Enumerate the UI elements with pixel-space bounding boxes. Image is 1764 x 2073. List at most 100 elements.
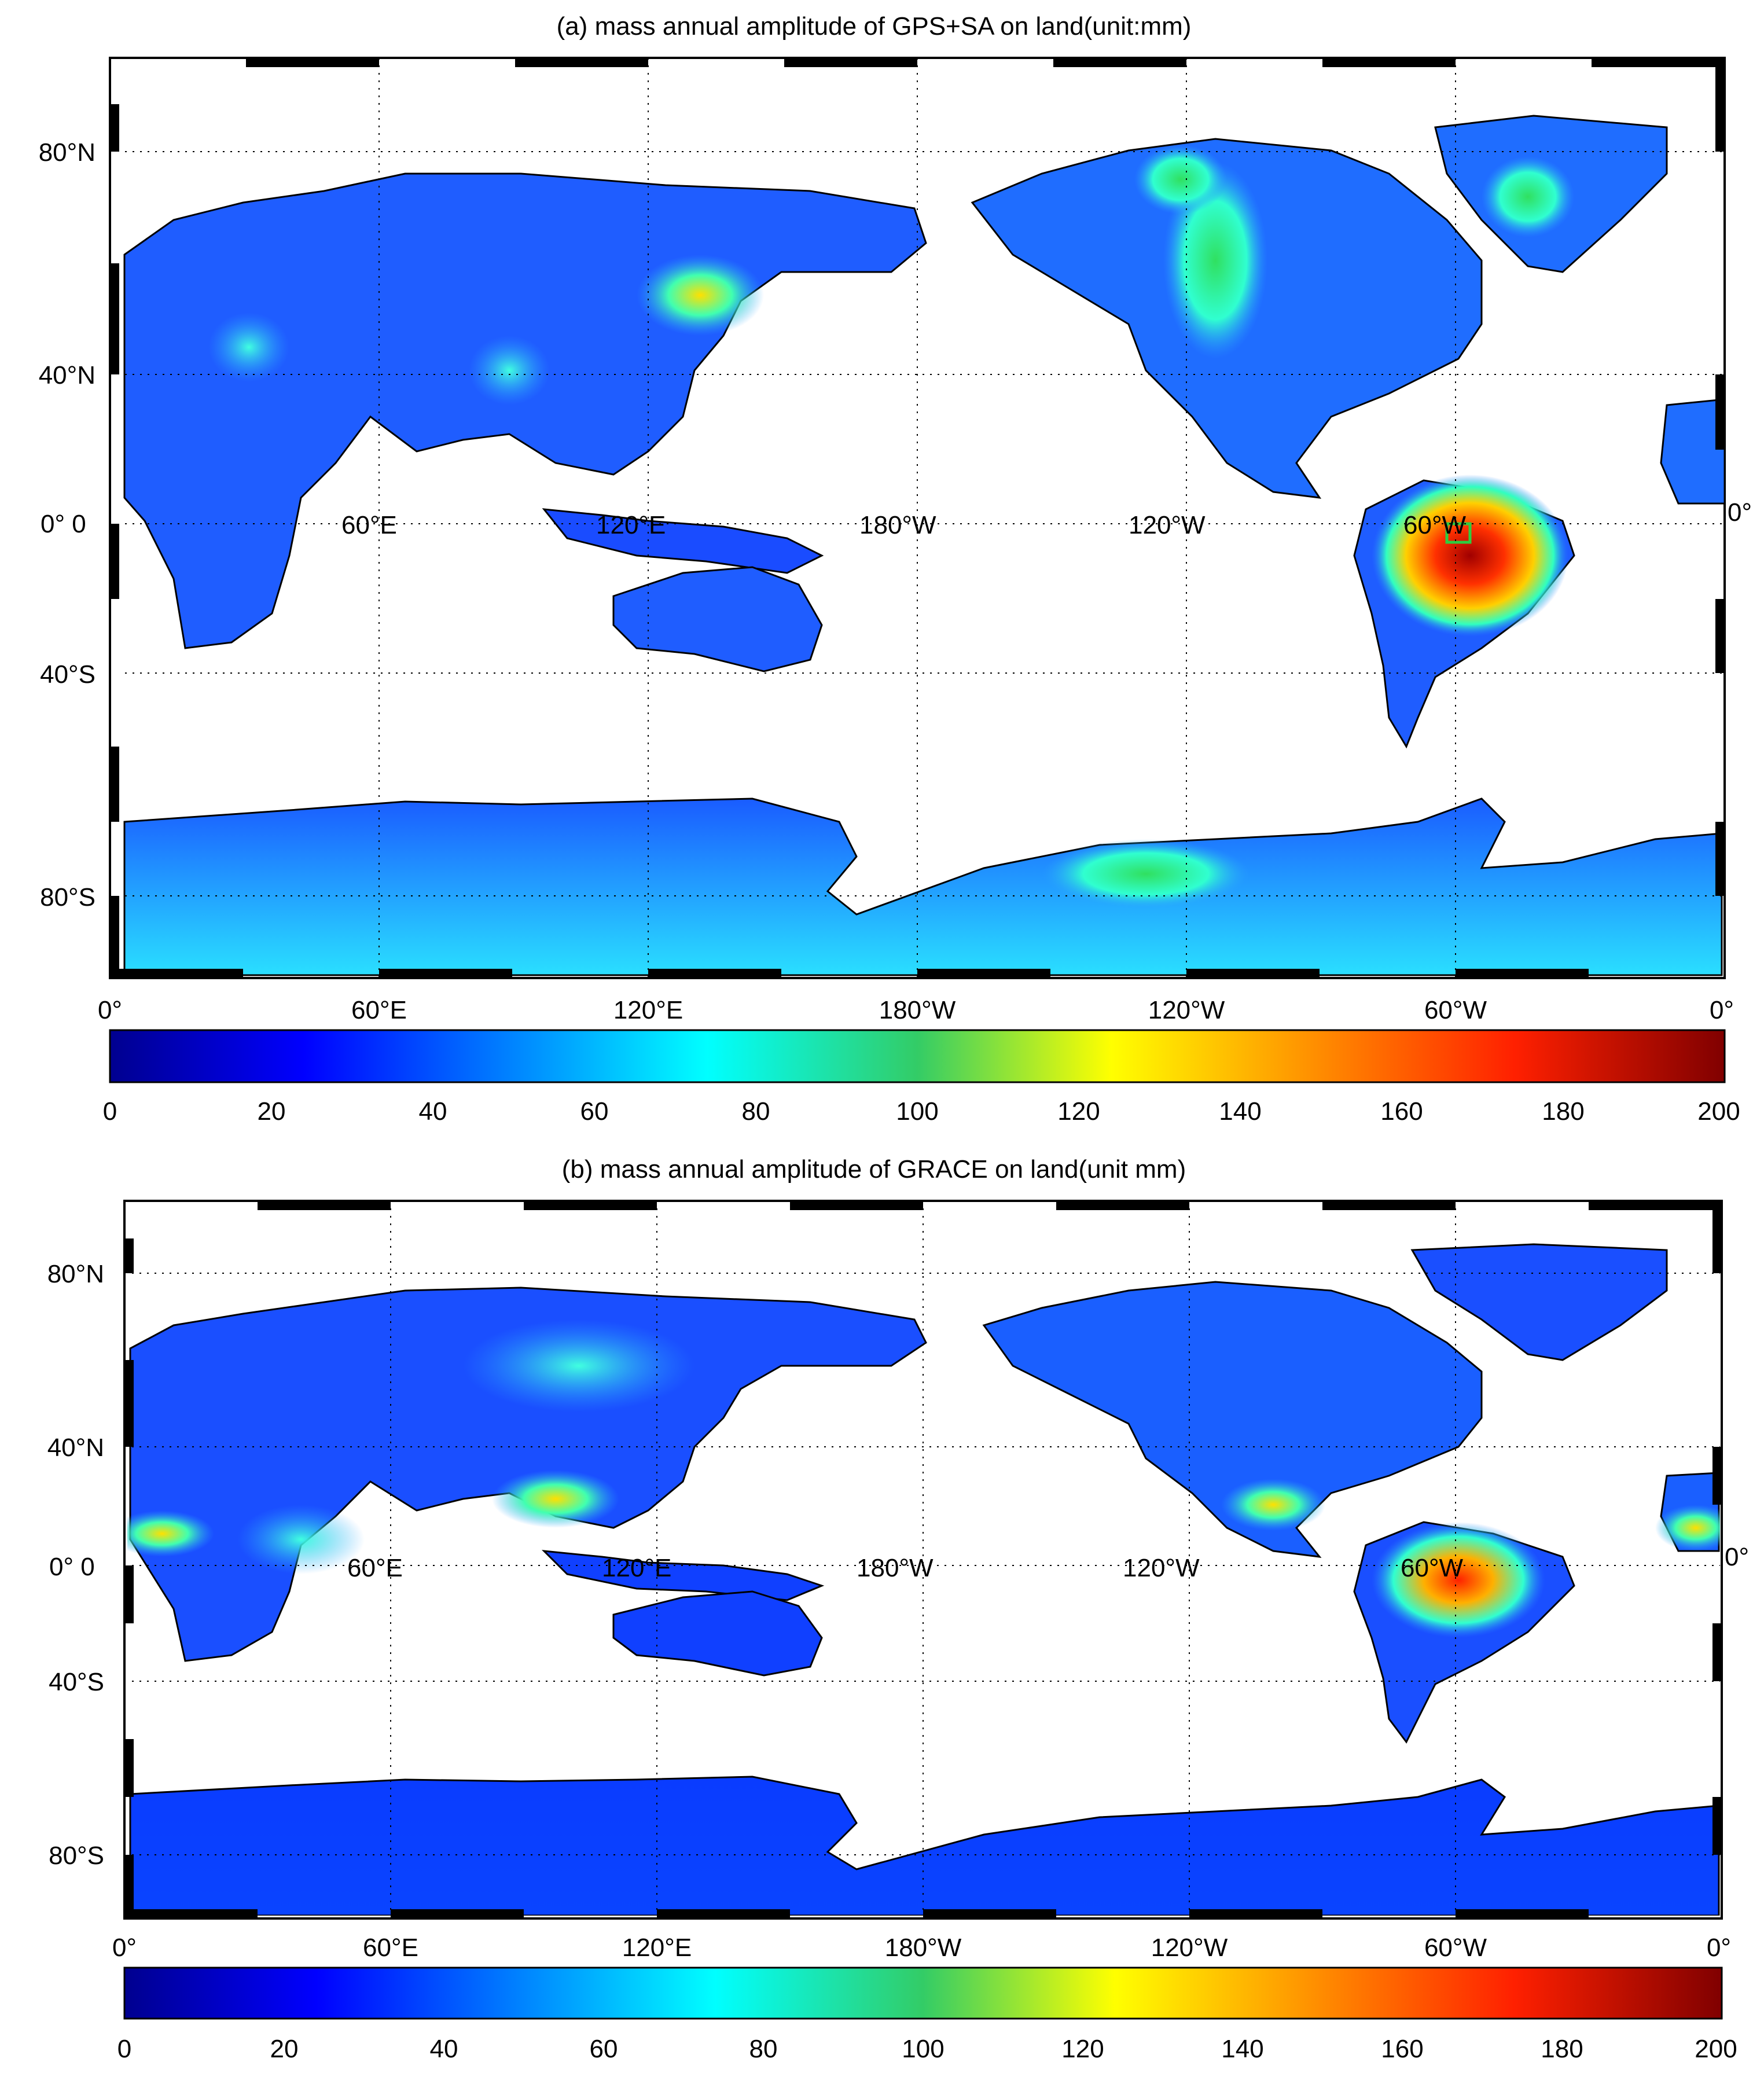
- cbar-b-tick: 200: [1695, 2035, 1737, 2063]
- inner-label-a-5: 60°W: [1403, 511, 1467, 539]
- inner-label-b-2: 120°E: [602, 1554, 671, 1582]
- inner-label-b-1: 60°E: [347, 1554, 403, 1582]
- amazon-hotspot: [1372, 475, 1568, 637]
- panel-b-title: (b) mass annual amplitude of GRACE on la…: [562, 1155, 1186, 1183]
- panel-a-frame-stripes: [110, 58, 1725, 978]
- central-asia-spot: [469, 336, 550, 405]
- xtick-b-4: 120°W: [1151, 1934, 1228, 1962]
- inner-label-b-3: 180°W: [857, 1554, 934, 1582]
- panel-b-colorbar: [123, 1967, 1723, 2020]
- cbar-a-tick: 120: [1057, 1097, 1100, 1126]
- cbar-a-tick: 160: [1380, 1097, 1423, 1126]
- panel-b-y-labels: 80°N 40°N 40°S 80°S: [47, 1260, 104, 1870]
- ytick-a-80n: 80°N: [39, 138, 95, 167]
- central-america-hotspot: [1221, 1479, 1325, 1531]
- inner-label-a-2: 120°E: [596, 511, 666, 539]
- ytick-b-40s: 40°S: [49, 1668, 104, 1696]
- india-hotspot: [492, 1470, 619, 1528]
- inner-label-a-4: 120°W: [1129, 511, 1206, 539]
- xtick-a-6: 0°: [1710, 996, 1734, 1024]
- inner-label-b-5: 60°W: [1401, 1554, 1464, 1582]
- ytick-b-40n: 40°N: [47, 1434, 104, 1462]
- xtick-b-5: 60°W: [1424, 1934, 1487, 1962]
- ytick-b-80s: 80°S: [49, 1842, 104, 1870]
- panel-a-colorbar: [109, 1029, 1726, 1083]
- cbar-b-tick: 20: [270, 2035, 299, 2063]
- se-asia-islands: [541, 1550, 825, 1601]
- xtick-a-3: 180°W: [879, 996, 956, 1024]
- antarctica-landmass: [129, 1776, 1720, 1916]
- cbar-a-tick: 100: [896, 1097, 938, 1126]
- cbar-b-tick: 80: [749, 2035, 778, 2063]
- panel-a-y-labels: 80°N 40°N 40°S 80°S: [39, 138, 95, 911]
- ytick-b-80n: 80°N: [47, 1260, 104, 1288]
- cbar-a-tick: 200: [1697, 1097, 1740, 1126]
- ytick-a-40n: 40°N: [39, 361, 95, 389]
- xtick-a-5: 60°W: [1424, 996, 1487, 1024]
- inner-label-b-6: 0°: [1725, 1543, 1749, 1571]
- panel-a-highlight-box: [1445, 522, 1472, 544]
- cbar-a-tick: 20: [258, 1097, 286, 1126]
- west-africa-edge-hotspot: [1655, 1505, 1720, 1551]
- xtick-b-1: 60°E: [363, 1934, 418, 1962]
- xtick-a-0: 0°: [98, 996, 122, 1024]
- antarctic-peninsula-spot: [1042, 839, 1250, 909]
- canada-hotspot: [1134, 145, 1227, 214]
- europe-spot: [208, 313, 289, 382]
- panel-b-colorbar-ticks: 0 20 40 60 80 100 120 140 160 180 200: [117, 2035, 1737, 2063]
- inner-label-b-0: 0° 0: [49, 1553, 95, 1581]
- cbar-b-tick: 60: [590, 2035, 618, 2063]
- greenland-landmass: [1410, 1243, 1668, 1361]
- cbar-b-tick: 180: [1541, 2035, 1583, 2063]
- panel-a-inner-labels: 0° 0 60°E 120°E 180°W 120°W 60°W 0°: [41, 498, 1752, 539]
- panel-a-land: [122, 58, 1725, 978]
- panel-b-land: [127, 1203, 1720, 1916]
- cbar-b-tick: 140: [1221, 2035, 1263, 2063]
- siberia-spot: [463, 1319, 694, 1412]
- central-africa-spot: [237, 1505, 365, 1574]
- xtick-b-6: 0°: [1707, 1934, 1731, 1962]
- greenland-hotspot: [1482, 156, 1574, 237]
- inner-label-b-4: 120°W: [1123, 1554, 1200, 1582]
- cbar-a-tick: 60: [580, 1097, 609, 1126]
- panel-b-x-labels: 0° 60°E 120°E 180°W 120°W 60°W 0°: [112, 1934, 1731, 1962]
- ytick-a-80s: 80°S: [40, 883, 95, 911]
- inner-label-a-3: 180°W: [859, 511, 936, 539]
- cbar-a-tick: 180: [1542, 1097, 1584, 1126]
- northeast-asia-hotspot: [637, 255, 764, 336]
- xtick-b-0: 0°: [112, 1934, 137, 1962]
- panel-b-gridlines: [127, 1203, 1720, 1916]
- cbar-b-tick: 0: [117, 2035, 131, 2063]
- cbar-b-tick: 160: [1381, 2035, 1423, 2063]
- cbar-a-tick: 80: [742, 1097, 770, 1126]
- panel-b-frame-stripes: [124, 1201, 1722, 1918]
- xtick-a-2: 120°E: [613, 996, 683, 1024]
- australia-landmass: [612, 1590, 823, 1677]
- panel-b-inner-labels: 0° 0 60°E 120°E 180°W 120°W 60°W 0°: [49, 1543, 1749, 1582]
- inner-label-a-0: 0° 0: [41, 510, 86, 538]
- ytick-a-40s: 40°S: [40, 660, 95, 689]
- panel-a-gridlines: [122, 58, 1725, 978]
- panel-b: (b) mass annual amplitude of GRACE on la…: [47, 1155, 1749, 2063]
- australia-landmass: [612, 566, 823, 672]
- panel-a-x-labels: 0° 60°E 120°E 180°W 120°W 60°W 0°: [98, 996, 1734, 1024]
- africa-east-edge: [1660, 398, 1725, 505]
- panel-a-title: (a) mass annual amplitude of GPS+SA on l…: [557, 12, 1192, 41]
- inner-label-a-6: 0°: [1728, 498, 1752, 527]
- cbar-b-tick: 120: [1061, 2035, 1104, 2063]
- cbar-a-tick: 0: [103, 1097, 117, 1126]
- amazon-hotspot: [1372, 1522, 1545, 1638]
- cbar-b-tick: 100: [902, 2035, 944, 2063]
- xtick-a-1: 60°E: [351, 996, 407, 1024]
- cbar-a-tick: 40: [419, 1097, 447, 1126]
- xtick-a-4: 120°W: [1148, 996, 1225, 1024]
- panel-a: (a) mass annual amplitude of GPS+SA on l…: [39, 12, 1752, 1126]
- west-africa-hotspot: [127, 1510, 214, 1557]
- panel-a-colorbar-ticks: 0 20 40 60 80 100 120 140 160 180 200: [103, 1097, 1740, 1126]
- inner-label-a-1: 60°E: [341, 511, 397, 539]
- cbar-b-tick: 40: [430, 2035, 458, 2063]
- xtick-b-3: 180°W: [885, 1934, 962, 1962]
- xtick-b-2: 120°E: [622, 1934, 692, 1962]
- cbar-a-tick: 140: [1219, 1097, 1261, 1126]
